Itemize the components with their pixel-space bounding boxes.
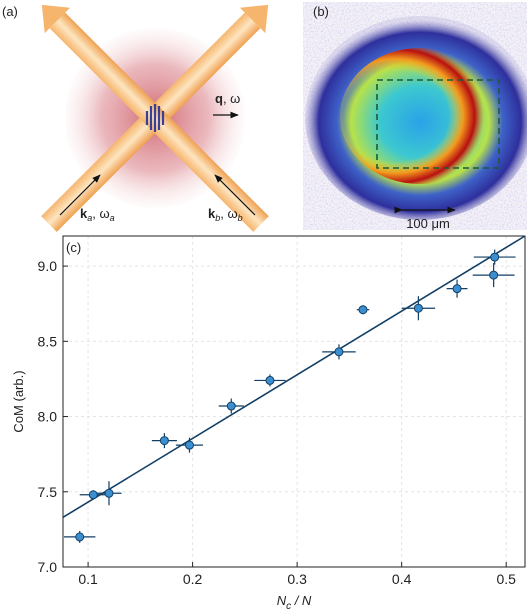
- point: [358, 305, 368, 315]
- x-tick-label: 0.5: [496, 571, 516, 587]
- kb-label: kb, ωb: [208, 206, 243, 223]
- point: [489, 270, 499, 280]
- point: [104, 488, 114, 498]
- y-tick-label: 7.5: [38, 484, 58, 500]
- x-tick-label: 0.4: [392, 571, 412, 587]
- point: [88, 490, 98, 500]
- point: [75, 532, 85, 542]
- panel-a: (a) q, ω ka, ωa kb, ωb: [2, 4, 269, 232]
- point: [490, 252, 500, 262]
- x-tick-label: 0.1: [78, 571, 98, 587]
- roi-box: [376, 79, 500, 169]
- scale-label: 100 μm: [406, 216, 450, 231]
- point: [413, 303, 423, 313]
- ka-label: ka, ωa: [80, 206, 115, 223]
- point: [265, 375, 275, 385]
- arrow: [214, 174, 256, 216]
- y-axis-label: CoM (arb.): [11, 370, 26, 432]
- y-tick-label: 7.0: [38, 559, 58, 575]
- point: [334, 347, 344, 357]
- panel-b: 100 μm (b): [303, 2, 527, 231]
- point: [184, 440, 194, 450]
- x-tick-label: 0.2: [183, 571, 203, 587]
- y-tick-label: 9.0: [38, 258, 58, 274]
- point: [159, 436, 169, 446]
- panel-label: (c): [66, 240, 81, 255]
- x-axis-label: Nc / N: [277, 593, 312, 612]
- panel-label: (a): [2, 4, 18, 19]
- q-label: q, ω: [215, 91, 240, 106]
- x-tick-label: 0.3: [287, 571, 307, 587]
- panel-label: (b): [313, 4, 329, 19]
- density-peak: [340, 48, 500, 184]
- panel-c: 0.1 0.2 0.3 0.4 0.5 7.0 7.5 8.0 8.5 9.0 (c) CoM (ar…: [11, 235, 526, 612]
- y-tick-label: 8.5: [38, 333, 58, 349]
- arrow: [59, 174, 101, 216]
- fringes: [145, 104, 165, 132]
- plot-frame: [62, 235, 526, 568]
- point: [452, 284, 462, 294]
- y-tick-label: 8.0: [38, 409, 58, 425]
- point: [226, 401, 236, 411]
- fit-line: [62, 235, 526, 519]
